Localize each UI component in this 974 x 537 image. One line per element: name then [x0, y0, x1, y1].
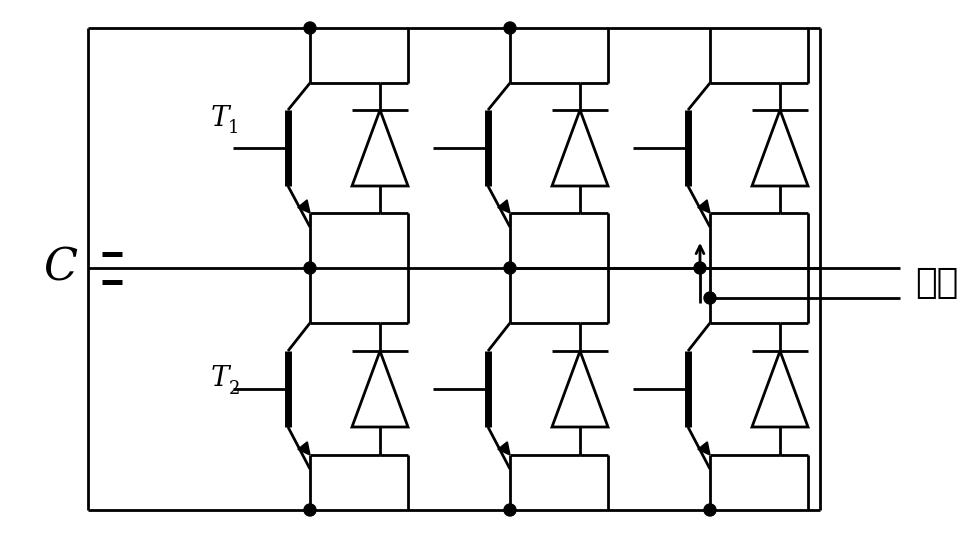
Text: 2: 2 — [228, 380, 240, 398]
Polygon shape — [298, 442, 310, 455]
Circle shape — [704, 504, 716, 516]
Circle shape — [504, 22, 516, 34]
Polygon shape — [498, 200, 510, 213]
Circle shape — [304, 22, 316, 34]
Text: C: C — [43, 246, 77, 289]
Circle shape — [704, 292, 716, 304]
Circle shape — [304, 504, 316, 516]
Polygon shape — [697, 442, 710, 455]
Polygon shape — [498, 442, 510, 455]
Text: T: T — [210, 366, 229, 393]
Circle shape — [304, 262, 316, 274]
Text: T: T — [210, 105, 229, 132]
Circle shape — [504, 504, 516, 516]
Text: 1: 1 — [228, 119, 240, 137]
Text: 交流: 交流 — [915, 266, 958, 300]
Polygon shape — [298, 200, 310, 213]
Circle shape — [504, 262, 516, 274]
Polygon shape — [697, 200, 710, 213]
Circle shape — [694, 262, 706, 274]
